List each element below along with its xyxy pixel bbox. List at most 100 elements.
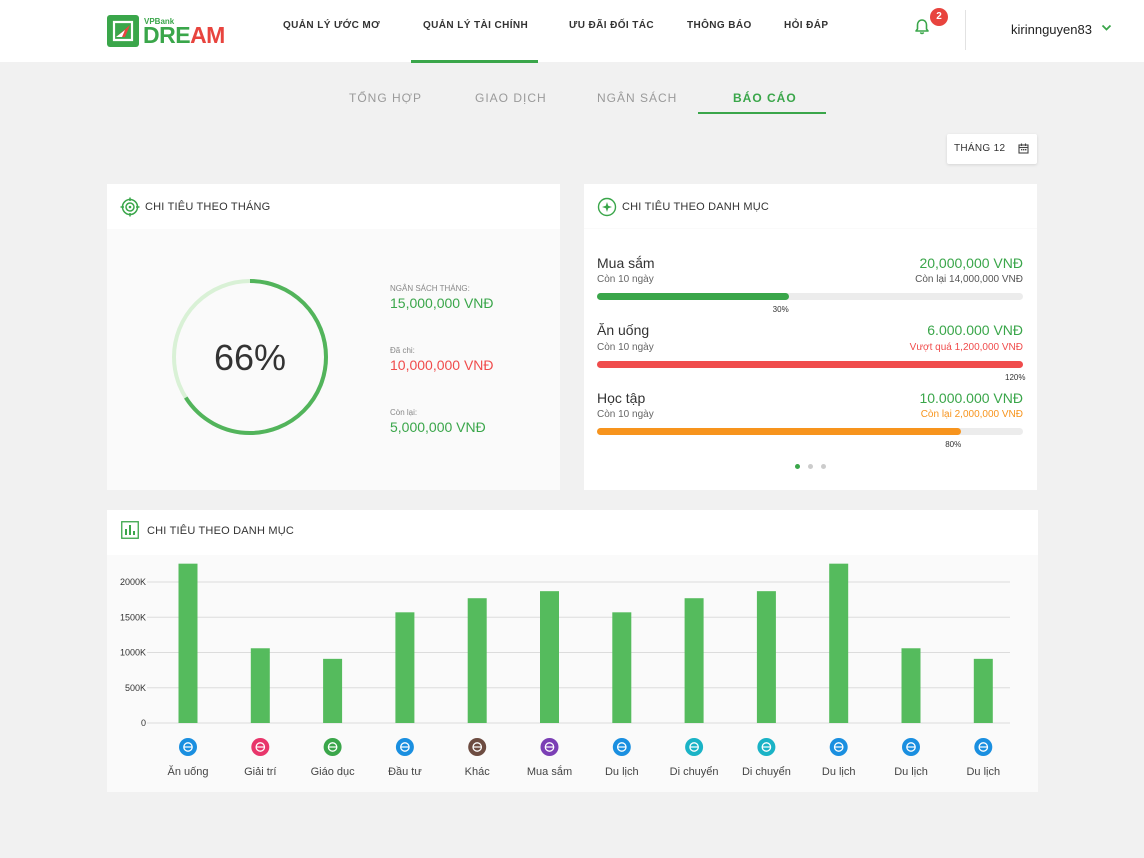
bar[interactable] xyxy=(540,591,559,723)
top-header: VPBank DREAM QUẢN LÝ ƯỚC MƠ QUẢN LÝ TÀI … xyxy=(0,0,1144,63)
bar[interactable] xyxy=(684,598,704,723)
category-days-left: Còn 10 ngày xyxy=(597,409,654,420)
logo-brand-big: DREAM xyxy=(143,22,225,48)
category-days-left: Còn 10 ngày xyxy=(597,274,654,285)
x-category-label: Du lịch xyxy=(894,766,928,778)
card-header: CHI TIÊU THEO DANH MỤC xyxy=(107,510,1038,555)
category-name: Mua sắm xyxy=(597,255,655,271)
category-progress-fill xyxy=(597,293,789,300)
bar[interactable] xyxy=(395,612,415,723)
category-name: Ăn uống xyxy=(597,322,650,338)
vpbank-dream-logo[interactable]: VPBank DREAM xyxy=(107,15,225,47)
monthly-spending-card: CHI TIÊU THEO THÁNG 66% NGÂN SÁCH THÁNG:… xyxy=(107,184,560,490)
category-percent: 30% xyxy=(772,305,789,314)
bar[interactable] xyxy=(973,658,993,723)
plane-icon xyxy=(612,738,631,756)
bar[interactable] xyxy=(467,598,487,723)
user-name[interactable]: kirinnguyen83 xyxy=(1011,22,1092,37)
category-bar-chart: 2000K 1500K 1000K 500K 0 Ăn uống Giải trí Giáo … xyxy=(120,563,1010,778)
category-percent: 80% xyxy=(945,440,962,449)
carousel-dot[interactable] xyxy=(821,464,826,469)
tab-overview[interactable]: TỔNG HỢP xyxy=(349,91,422,105)
bar[interactable] xyxy=(612,612,632,723)
category-days-left: Còn 10 ngày xyxy=(597,342,654,353)
remaining-label: Còn lại: xyxy=(390,408,418,417)
tab-transactions[interactable]: GIAO DỊCH xyxy=(475,91,547,105)
tab-active-indicator xyxy=(698,112,826,114)
card-header: CHI TIÊU THEO DANH MỤC xyxy=(584,184,1037,229)
target-icon xyxy=(120,197,140,217)
bar[interactable] xyxy=(829,563,849,723)
bar[interactable] xyxy=(323,658,343,723)
nav-active-indicator xyxy=(411,60,538,63)
category-remaining: Còn lại 14,000,000 VNĐ xyxy=(915,274,1023,285)
x-category-label: Giải trí xyxy=(244,766,276,778)
x-category-label: Giáo dục xyxy=(311,766,356,778)
header-divider xyxy=(965,10,966,50)
budget-progress-arc xyxy=(172,279,328,435)
plane-icon xyxy=(974,738,993,756)
category-remaining: Còn lại 2,000,000 VNĐ xyxy=(920,409,1023,420)
carousel-dot[interactable] xyxy=(795,464,800,469)
y-tick-label: 500K xyxy=(125,683,146,693)
y-tick-label: 1500K xyxy=(120,612,146,622)
notification-count-badge: 2 xyxy=(930,8,948,26)
monthly-budget-value: 15,000,000 VNĐ xyxy=(390,295,494,311)
plane-icon xyxy=(829,738,848,756)
carousel-dot[interactable] xyxy=(808,464,813,469)
x-category-label: Di chuyển xyxy=(670,766,719,778)
category-percent: 120% xyxy=(1005,373,1026,382)
chevron-down-icon[interactable] xyxy=(1101,24,1112,32)
logo-icon xyxy=(107,15,139,47)
month-picker-label: THÁNG 12 xyxy=(954,143,1006,154)
card-title: CHI TIÊU THEO DANH MỤC xyxy=(622,201,770,213)
nav-notifications[interactable]: THÔNG BÁO xyxy=(687,20,752,31)
bar[interactable] xyxy=(250,648,270,723)
nav-faq[interactable]: HỎI ĐÁP xyxy=(784,20,829,31)
nav-finance-management[interactable]: QUẢN LÝ TÀI CHÍNH xyxy=(423,20,529,31)
compass-icon xyxy=(597,197,617,217)
x-category-label: Du lịch xyxy=(605,766,639,778)
bar[interactable] xyxy=(756,591,776,723)
bar[interactable] xyxy=(901,648,921,723)
remaining-value: 5,000,000 VNĐ xyxy=(390,419,486,435)
investment-icon xyxy=(395,738,414,756)
nav-dream-management[interactable]: QUẢN LÝ ƯỚC MƠ xyxy=(283,20,381,31)
x-category-label: Khác xyxy=(465,766,491,778)
category-spending-chart-card: CHI TIÊU THEO DANH MỤC 2000K 1500K 1000K 50… xyxy=(107,510,1038,792)
y-tick-label: 1000K xyxy=(120,648,146,658)
x-category-label: Du lịch xyxy=(822,766,856,778)
x-category-label: Đầu tư xyxy=(388,766,422,778)
budget-progress-ring xyxy=(172,279,328,435)
category-budget-amount: 20,000,000 VNĐ xyxy=(919,255,1023,271)
category-budget-amount: 10.000.000 VNĐ xyxy=(919,390,1023,406)
bar-chart-icon xyxy=(121,521,139,539)
category-progress-track xyxy=(597,293,1023,300)
logo-brand-small: VPBank xyxy=(144,17,175,26)
shopping-bag-icon xyxy=(540,738,559,756)
bar[interactable] xyxy=(178,563,198,723)
nav-partner-offers[interactable]: ƯU ĐÃI ĐỐI TÁC xyxy=(569,20,655,31)
car-icon xyxy=(757,738,776,756)
category-name: Học tập xyxy=(597,390,646,406)
cutlery-icon xyxy=(179,738,197,756)
spent-label: Đã chi: xyxy=(390,346,415,355)
y-tick-label: 0 xyxy=(141,718,146,728)
card-title: CHI TIÊU THEO THÁNG xyxy=(145,201,271,213)
category-progress-track xyxy=(597,428,1023,435)
spent-value: 10,000,000 VNĐ xyxy=(390,357,494,373)
category-progress-fill xyxy=(597,361,1023,368)
tab-report[interactable]: BÁO CÁO xyxy=(733,91,797,105)
tab-budget[interactable]: NGÂN SÁCH xyxy=(597,91,678,105)
bell-icon[interactable] xyxy=(913,18,931,36)
month-picker[interactable]: THÁNG 12 xyxy=(947,134,1037,164)
graduation-cap-icon xyxy=(323,738,342,756)
category-budget-card: CHI TIÊU THEO DANH MỤC Mua sắm 20,000,00… xyxy=(584,184,1037,490)
budget-percent: 66% xyxy=(213,337,287,378)
gamepad-icon xyxy=(251,738,270,756)
category-progress-track xyxy=(597,361,1023,368)
x-category-label: Mua sắm xyxy=(527,765,572,778)
monthly-budget-label: NGÂN SÁCH THÁNG: xyxy=(390,284,470,293)
category-progress-fill xyxy=(597,428,962,435)
car-icon xyxy=(685,738,704,756)
